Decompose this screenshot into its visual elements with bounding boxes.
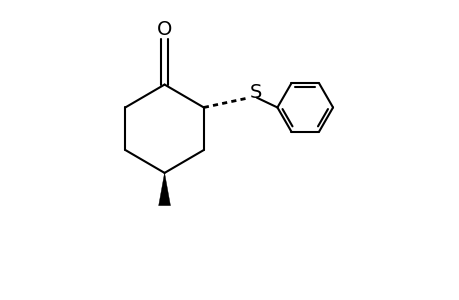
Text: S: S <box>249 83 262 102</box>
Text: O: O <box>157 20 172 39</box>
Polygon shape <box>158 173 170 206</box>
